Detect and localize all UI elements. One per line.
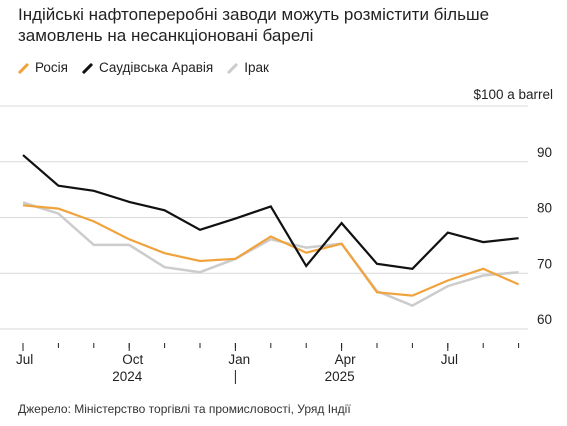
y-tick-label: 80 bbox=[537, 201, 552, 216]
x-tick-label: Jul bbox=[16, 352, 33, 367]
x-tick-label: Oct bbox=[122, 352, 143, 367]
y-tick-label: 90 bbox=[537, 145, 552, 160]
year-label: 2025 bbox=[325, 369, 355, 384]
source-note: Джерело: Міністерство торгівлі та промис… bbox=[18, 402, 351, 416]
series-line-saudi bbox=[22, 154, 519, 270]
legend-item-iraq: Ірак bbox=[227, 60, 269, 75]
y-tick-label: 70 bbox=[537, 256, 552, 271]
legend-item-saudi: Саудівська Аравія bbox=[82, 60, 213, 75]
legend-item-russia: Росія bbox=[18, 60, 68, 75]
y-tick-label: 60 bbox=[537, 312, 552, 327]
series-line-russia bbox=[22, 204, 520, 297]
year-label: 2024 bbox=[112, 369, 143, 384]
x-tick-label: Jan bbox=[228, 352, 250, 367]
x-tick-label: Apr bbox=[335, 352, 357, 367]
x-tick-label: Jul bbox=[441, 352, 458, 367]
series-line-iraq bbox=[22, 201, 519, 307]
chart-title: Індійські нафтопереробні заводи можуть р… bbox=[18, 5, 490, 45]
legend-label-russia: Росія bbox=[35, 60, 68, 75]
legend-label-iraq: Ірак bbox=[244, 60, 269, 75]
chart-legend: Росія Саудівська Аравія Ірак bbox=[18, 60, 283, 75]
y-axis-unit-label: $100 a barrel bbox=[473, 87, 553, 102]
legend-label-saudi: Саудівська Аравія bbox=[98, 60, 214, 75]
